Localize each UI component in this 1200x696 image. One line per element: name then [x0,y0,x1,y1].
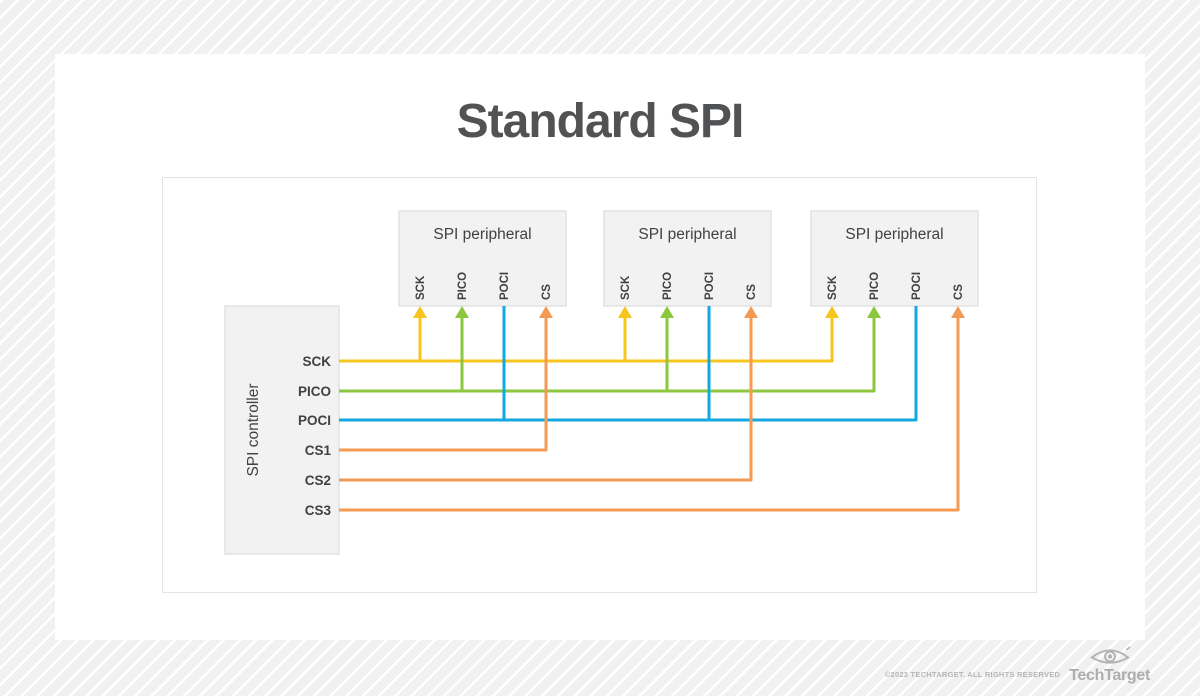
spi-diagram: SPI controller SCK PICO POCI CS1 CS2 CS3 SPI pe… [162,177,1037,593]
peripheral-pin-label: POCI [499,272,511,300]
footer: ©2023 TECHTARGET. ALL RIGHTS RESERVED Te… [885,646,1150,684]
peripheral-pin-label: CS [746,284,758,300]
peripheral-pin-label: PICO [869,272,881,300]
peripheral-pin-label: PICO [457,272,469,300]
signal-wire-POCI [339,306,918,422]
peripheral-pin-label: SCK [415,275,427,300]
controller-pin-label: POCI [298,413,331,428]
controller-pin-label: SCK [302,354,331,369]
CS2-arrowhead [744,306,758,318]
peripheral-pin-label: POCI [704,272,716,300]
CS3-arrowhead [951,306,965,318]
peripheral-pin-label: SCK [620,275,632,300]
CS1-arrowhead [539,306,553,318]
spi-peripheral-box [603,210,772,307]
spi-peripheral-title: SPI peripheral [433,226,531,243]
signal-wire-CS3 [339,317,960,512]
spi-controller-label: SPI controller [245,383,262,476]
controller-pin-label: CS1 [305,443,332,458]
spi-wiring-svg: SPI controller SCK PICO POCI CS1 CS2 CS3 SPI pe… [224,210,979,555]
spi-peripheral-box [398,210,567,307]
SCK-arrowhead [618,306,632,318]
techtarget-eye-icon [1089,646,1131,664]
spi-peripheral-box [810,210,979,307]
signal-wire-SCK [339,317,834,363]
techtarget-wordmark: TechTarget [1069,667,1150,684]
SCK-arrowhead [413,306,427,318]
signal-wire-CS2 [339,317,753,482]
peripheral-pin-label: CS [541,284,553,300]
signal-wire-PICO [339,317,876,393]
peripheral-pin-label: CS [953,284,965,300]
SCK-arrowhead [825,306,839,318]
spi-peripheral-title: SPI peripheral [845,226,943,243]
peripheral-pin-label: POCI [911,272,923,300]
peripheral-pin-label: PICO [662,272,674,300]
PICO-arrowhead [660,306,674,318]
page-title: Standard SPI [456,95,745,148]
signal-wire-CS1 [339,317,548,452]
controller-pin-label: CS2 [305,473,331,488]
spi-peripheral-title: SPI peripheral [638,226,736,243]
controller-pin-label: CS3 [305,503,332,518]
PICO-arrowhead [455,306,469,318]
copyright-text: ©2023 TECHTARGET. ALL RIGHTS RESERVED [884,670,1061,679]
spi-controller-box [224,305,340,555]
controller-pin-label: PICO [298,384,331,399]
PICO-arrowhead [867,306,881,318]
content-card: Standard SPI SPI controller SCK PICO POCI CS… [55,54,1145,640]
peripheral-pin-label: SCK [827,275,839,300]
techtarget-logo: TechTarget [1069,646,1150,684]
